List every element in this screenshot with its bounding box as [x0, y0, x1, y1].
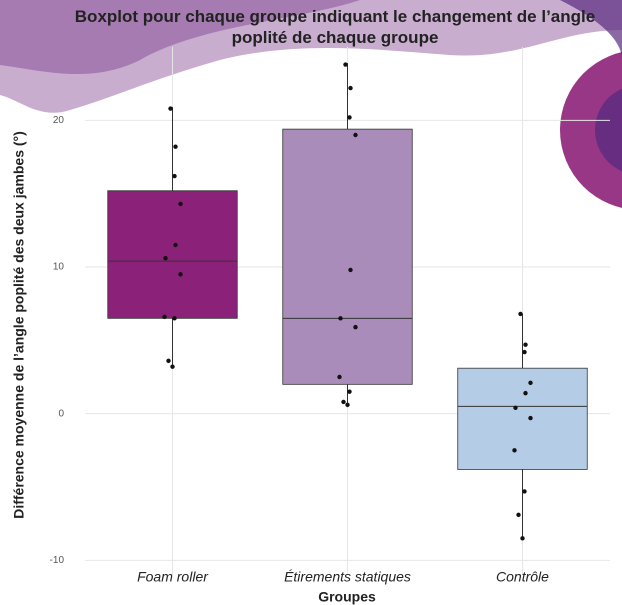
point — [353, 324, 358, 330]
point — [345, 402, 350, 408]
point — [338, 316, 343, 321]
point — [518, 311, 523, 317]
point — [353, 132, 358, 138]
point — [172, 173, 177, 179]
point — [168, 106, 173, 111]
chart-title: Boxplot pour chaque groupe indiquant le … — [74, 7, 596, 47]
y-tick-label: 10 — [53, 262, 65, 273]
point — [513, 405, 518, 410]
point — [162, 314, 167, 320]
point — [173, 242, 178, 248]
point — [170, 364, 175, 369]
point — [516, 512, 521, 518]
box — [457, 367, 588, 470]
point — [166, 358, 171, 364]
x-tick-label: Étirements statiques — [284, 569, 411, 585]
point — [173, 144, 178, 149]
point — [523, 390, 528, 396]
point — [341, 399, 346, 405]
point — [163, 256, 168, 261]
plot — [107, 62, 588, 541]
point — [172, 316, 177, 321]
y-axis-label: Différence moyenne de l’angle poplité de… — [11, 131, 27, 519]
point — [520, 536, 525, 541]
point — [347, 389, 352, 394]
point — [528, 380, 533, 386]
point — [348, 85, 353, 91]
y-tick-label: 0 — [58, 408, 64, 419]
point — [522, 349, 527, 355]
y-tick-label: -10 — [50, 555, 65, 566]
x-axis-label: Groupes — [318, 589, 376, 605]
x-tick-label: Contrôle — [496, 569, 549, 585]
point — [522, 489, 527, 494]
decoration — [0, 0, 622, 208]
title-box: Boxplot pour chaque groupe indiquant le … — [74, 7, 596, 47]
point — [528, 415, 533, 421]
point — [512, 448, 517, 453]
point — [348, 267, 353, 273]
point — [523, 342, 528, 347]
point — [347, 115, 352, 120]
x-tick-label: Foam roller — [137, 569, 209, 585]
box — [107, 190, 238, 319]
y-tick-label: 20 — [53, 115, 65, 126]
box — [282, 128, 413, 385]
point — [178, 201, 183, 207]
point — [337, 374, 342, 380]
point — [343, 62, 348, 67]
point — [178, 272, 183, 277]
